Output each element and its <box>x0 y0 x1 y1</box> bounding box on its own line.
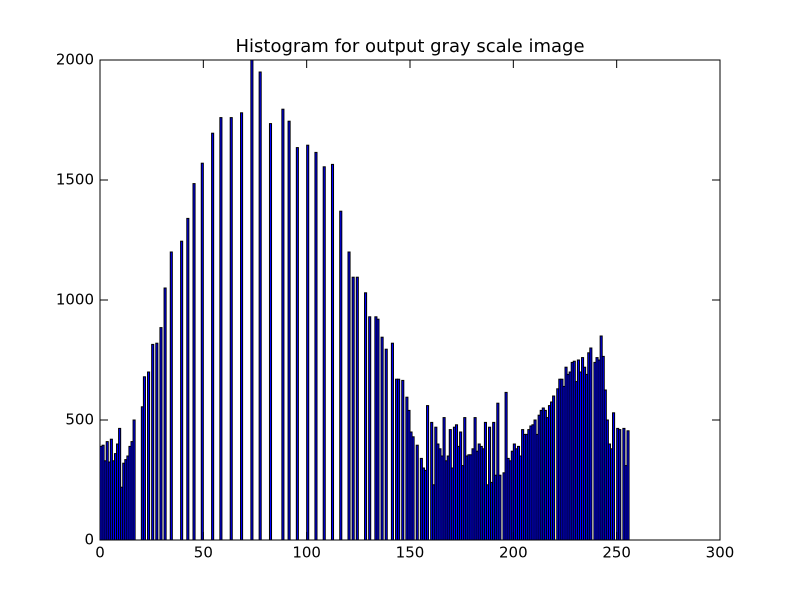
bar <box>314 151 318 541</box>
bar <box>364 292 368 541</box>
bar <box>618 429 622 541</box>
bar <box>250 59 254 541</box>
bar <box>626 430 630 541</box>
bar <box>147 371 151 541</box>
bar <box>287 120 291 541</box>
bar <box>552 395 556 541</box>
bar <box>229 117 233 541</box>
bar <box>322 166 326 541</box>
x-tick-label: 50 <box>194 544 213 562</box>
bar <box>169 251 173 541</box>
bar <box>186 217 190 541</box>
bar <box>368 316 372 541</box>
bar <box>219 117 223 541</box>
bar <box>498 474 502 541</box>
x-tick-label: 150 <box>396 544 425 562</box>
bar <box>380 336 384 541</box>
bar <box>192 183 196 541</box>
bar <box>401 379 405 541</box>
bar <box>384 348 388 541</box>
bar <box>397 378 401 541</box>
bar <box>180 240 184 541</box>
bar <box>306 144 310 541</box>
bar <box>415 444 419 541</box>
bar <box>151 343 155 541</box>
bar <box>281 108 285 541</box>
bar <box>142 376 146 541</box>
bar <box>589 347 593 541</box>
bar <box>211 132 215 541</box>
y-tick-label: 1500 <box>56 171 94 189</box>
bar <box>411 436 415 541</box>
bar <box>240 112 244 541</box>
x-tick-label: 250 <box>602 544 631 562</box>
bar <box>295 147 299 541</box>
y-tick-label: 2000 <box>56 51 94 69</box>
bar <box>159 327 163 541</box>
bar <box>163 287 167 541</box>
bar <box>155 342 159 541</box>
y-tick-label: 1000 <box>56 291 94 309</box>
y-tick-label: 500 <box>65 411 94 429</box>
bar <box>351 276 355 541</box>
bar <box>426 405 430 541</box>
bar <box>339 210 343 541</box>
bar <box>330 163 335 541</box>
x-tick-label: 300 <box>706 544 735 562</box>
bar <box>612 412 616 541</box>
x-tick-label: 200 <box>499 544 528 562</box>
x-tick-label: 100 <box>292 544 321 562</box>
bar <box>355 276 359 541</box>
bar <box>390 342 394 541</box>
bar <box>347 251 351 541</box>
bar <box>376 318 380 541</box>
chart-title: Histogram for output gray scale image <box>235 36 584 57</box>
bar <box>268 123 273 541</box>
x-tick-label: 0 <box>95 544 105 562</box>
bar <box>132 419 136 541</box>
y-tick-label: 0 <box>84 531 94 549</box>
bar <box>200 162 204 541</box>
bar <box>258 71 262 541</box>
